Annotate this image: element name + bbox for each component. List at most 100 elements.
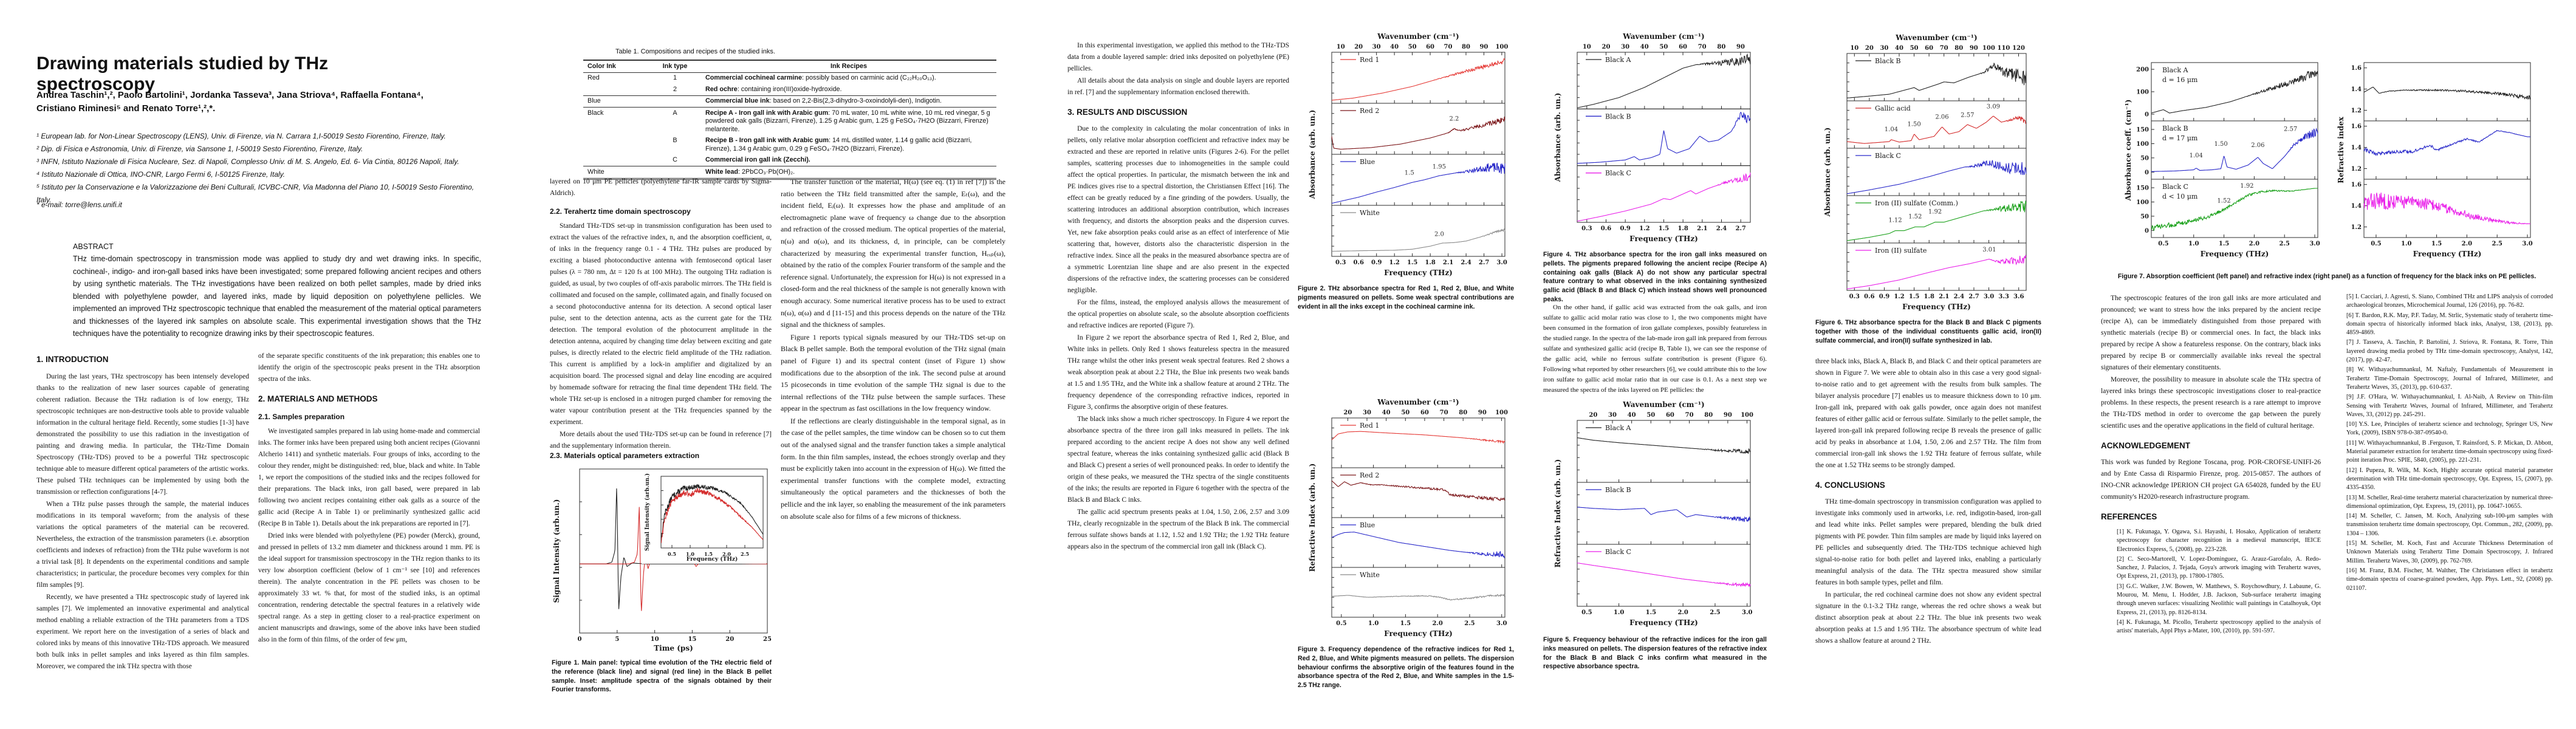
svg-text:Frequency (THz): Frequency (THz) (2413, 250, 2482, 258)
svg-text:100: 100 (1495, 409, 1508, 416)
svg-text:2.7: 2.7 (1735, 225, 1745, 232)
svg-text:1.5: 1.5 (704, 551, 713, 557)
recipe-lead: Commercial blue ink (705, 97, 770, 104)
recipe-rest: : possibly based on carminic acid (C₂₂H₂… (802, 74, 936, 81)
svg-text:2.1: 2.1 (1443, 259, 1453, 266)
svg-text:30: 30 (1880, 45, 1888, 52)
svg-text:40: 40 (1390, 44, 1399, 50)
svg-text:0.6: 0.6 (1864, 293, 1874, 300)
svg-text:Black B: Black B (1605, 486, 1631, 494)
body-paragraph: We investigated samples prepared in lab … (258, 428, 480, 527)
svg-text:2.0: 2.0 (2249, 241, 2259, 247)
svg-text:Absorbance (arb. un.): Absorbance (arb. un.) (1553, 93, 1562, 183)
column-conclusions: three black inks, Black A, Black B, and … (1815, 356, 2041, 722)
reference-item: [5] I. Cacciari, J. Agresti, S. Siano, C… (2346, 293, 2553, 309)
svg-text:100: 100 (2136, 199, 2149, 206)
section-2-heading: 2. MATERIALS AND METHODS (258, 394, 378, 403)
reference-item: [8] W. Withayachumnankul, M. Naftaly, Fu… (2346, 366, 2553, 391)
svg-text:60: 60 (1426, 44, 1434, 50)
cell-color: Blue (583, 95, 649, 108)
column-transfer-function: The transfer function of the material, H… (781, 176, 1005, 722)
svg-text:40: 40 (1382, 409, 1391, 416)
recipe-lead: Red ochre (705, 85, 738, 93)
svg-text:1.4: 1.4 (2351, 145, 2362, 151)
table-row: 2 Red ochre: containing iron(III)oxide-h… (583, 84, 996, 95)
svg-text:0.9: 0.9 (1879, 293, 1889, 300)
svg-text:1.52: 1.52 (1908, 213, 1922, 220)
svg-text:60: 60 (1925, 45, 1933, 52)
svg-text:Absorbance (arb. un.): Absorbance (arb. un.) (1823, 128, 1832, 217)
corresponding-email: * e-mail: torre@lens.unifi.it (36, 200, 122, 209)
svg-text:2.7: 2.7 (1968, 293, 1979, 300)
svg-text:1.5: 1.5 (2431, 241, 2442, 247)
svg-text:90: 90 (1724, 412, 1732, 419)
svg-text:Frequency (THz): Frequency (THz) (1384, 269, 1453, 277)
svg-text:2.57: 2.57 (1961, 112, 1974, 119)
svg-text:White: White (1360, 571, 1380, 579)
svg-text:100: 100 (1982, 45, 1995, 52)
svg-text:80: 80 (1954, 45, 1963, 52)
svg-text:50: 50 (2140, 155, 2149, 162)
svg-text:0.5: 0.5 (2371, 241, 2381, 247)
reference-item: [16] M. Franz, B.M. Fischer, M. Walther,… (2346, 567, 2553, 592)
intro-paragraph: Recently, we have presented a THz spectr… (36, 594, 249, 670)
references-heading: REFERENCES (2101, 512, 2157, 521)
svg-text:70: 70 (1444, 44, 1453, 50)
cell-type (649, 95, 701, 108)
svg-text:0: 0 (2145, 228, 2149, 234)
reference-item: [14] M. Scheller, C. Jansen, M. Koch, An… (2346, 513, 2553, 537)
reference-item: [7] J. Tasseva, A. Taschin, P. Bartolini… (2346, 339, 2553, 364)
figure-7-caption: Figure 7. Absorption coefficient (left p… (2117, 273, 2537, 280)
svg-text:70: 70 (1685, 412, 1694, 419)
acknowledgement-text: This work was funded by Regione Toscana,… (2101, 459, 2321, 501)
recipe-rest: : based on 2,2-Bis(2,3-dihydro-3-oxoindo… (769, 97, 942, 104)
body-paragraph: Due to the complexity in calculating the… (1067, 125, 1289, 294)
svg-text:1.6: 1.6 (2351, 123, 2362, 130)
page-title: Drawing materials studied by THz spectro… (36, 53, 329, 94)
recipe-lead: Recipe A - Iron gall ink with Arabic gum (705, 109, 829, 117)
body-paragraph: The transfer function of the material, H… (781, 177, 1005, 329)
recipe-rest: : 70 mL water, 10 mL white wine, 10 mL r… (705, 109, 990, 133)
figure-7-right-plot: 1.2 1.4 1.6 1.2 1.4 1.6 0.5 1.0 1.5 2.0 2.5 3.0 1.2 1… (2336, 58, 2537, 262)
body-paragraph: For the films, instead, the employed ana… (1067, 299, 1289, 329)
table-row: Black A Recipe A - Iron gall ink with Ar… (583, 107, 996, 135)
reference-item: [15] M. Scheller, M. Koch, Fast and Accu… (2346, 540, 2553, 564)
cell-color (583, 84, 649, 95)
figure-1-plot: 0 5 10 15 20 25 Time (ps) Signal Intensity (arb… (552, 464, 773, 655)
svg-text:100: 100 (2136, 141, 2149, 148)
svg-text:Frequency (THz): Frequency (THz) (1902, 303, 1971, 311)
reference-item: [11] W. Withayachumnankul, B .Ferguson, … (2346, 439, 2553, 464)
svg-text:1.0: 1.0 (1614, 609, 1624, 616)
svg-text:50: 50 (1659, 44, 1668, 50)
svg-text:Wavenumber (cm⁻¹): Wavenumber (cm⁻¹) (1895, 33, 1977, 42)
svg-text:1.5: 1.5 (1407, 259, 1417, 266)
cell-type: C (673, 156, 677, 163)
svg-text:2.1: 2.1 (1697, 225, 1707, 232)
svg-text:1.2: 1.2 (2351, 224, 2362, 231)
svg-text:30: 30 (1372, 44, 1381, 50)
body-paragraph: Dried inks were blended with polyethylen… (258, 532, 480, 643)
svg-text:2.5: 2.5 (1710, 609, 1720, 616)
affiliations: ¹ European lab. for Non-Linear Spectrosc… (36, 130, 486, 207)
table-row: C Commercial iron gall ink (Zecchi). (583, 155, 996, 166)
svg-text:150: 150 (2136, 185, 2149, 192)
svg-text:25: 25 (763, 636, 772, 643)
svg-text:Red 2: Red 2 (1360, 107, 1379, 115)
svg-text:70: 70 (1698, 44, 1707, 50)
cell-color: Red (587, 74, 600, 81)
svg-text:1.2: 1.2 (2351, 166, 2362, 173)
svg-text:80: 80 (1717, 44, 1725, 50)
body-paragraph: More details about the used THz-TDS set-… (550, 431, 772, 450)
svg-text:80: 80 (1704, 412, 1713, 419)
body-paragraph: The spectroscopic features of the iron g… (2101, 295, 2321, 371)
table-1: Color Ink Ink type Ink Recipes Red 1 Com… (583, 60, 996, 180)
svg-text:Iron (II) sulfate (Comm.): Iron (II) sulfate (Comm.) (1875, 199, 1958, 207)
svg-text:Wavenumber (cm⁻¹): Wavenumber (cm⁻¹) (1622, 32, 1704, 41)
svg-text:3.0: 3.0 (1496, 620, 1507, 627)
svg-text:1.2: 1.2 (1639, 225, 1649, 232)
svg-text:Blue: Blue (1360, 521, 1375, 529)
svg-text:1.5: 1.5 (1646, 609, 1656, 616)
body-paragraph: Figure 1 reports typical signals measure… (781, 332, 1005, 413)
svg-text:70: 70 (1440, 409, 1448, 416)
svg-text:1.5: 1.5 (1400, 620, 1411, 627)
